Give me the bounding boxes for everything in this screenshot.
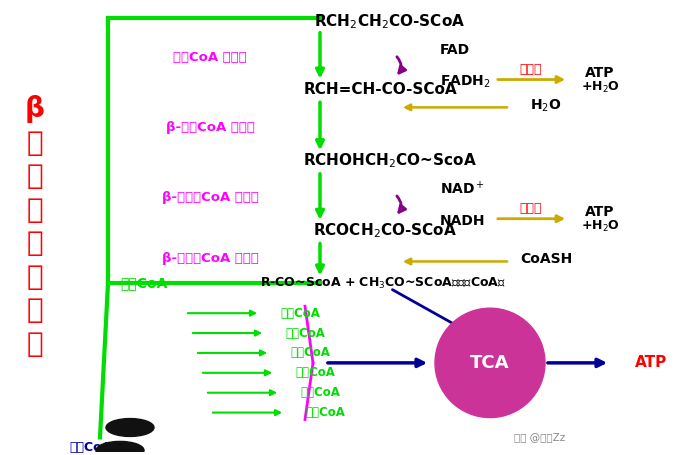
Text: 乙酰CoA: 乙酰CoA <box>305 406 345 419</box>
Text: RCH=CH-CO-SCoA: RCH=CH-CO-SCoA <box>303 82 457 97</box>
Text: +H$_2$O: +H$_2$O <box>580 80 620 95</box>
Text: +H$_2$O: +H$_2$O <box>580 219 620 234</box>
Text: β-羟脂酰CoA 脱氢酶: β-羟脂酰CoA 脱氢酶 <box>161 192 258 204</box>
Text: CoASH: CoASH <box>520 253 572 267</box>
Text: ATP: ATP <box>585 66 615 80</box>
Text: ATP: ATP <box>585 205 615 219</box>
Text: 呼吸链: 呼吸链 <box>520 63 542 76</box>
Text: NADH: NADH <box>440 214 485 228</box>
Text: H$_2$O: H$_2$O <box>530 97 561 114</box>
Text: 知乎 @知竹Zz: 知乎 @知竹Zz <box>515 432 565 442</box>
Text: RCH$_2$CH$_2$CO-SCoA: RCH$_2$CH$_2$CO-SCoA <box>315 13 466 31</box>
Text: β-烯酰CoA 水化酶: β-烯酰CoA 水化酶 <box>165 121 254 134</box>
Text: 脂酰CoA: 脂酰CoA <box>120 276 167 290</box>
Text: FAD: FAD <box>440 43 470 57</box>
Text: TCA: TCA <box>471 354 510 372</box>
Text: 乙酰CoA: 乙酰CoA <box>290 346 330 359</box>
Text: β-酮酰酰CoA 硫解酶: β-酮酰酰CoA 硫解酶 <box>161 252 258 265</box>
Text: RCHOHCH$_2$CO~ScoA: RCHOHCH$_2$CO~ScoA <box>303 152 477 171</box>
Text: β
氧
化
的
生
化
历
程: β 氧 化 的 生 化 历 程 <box>25 96 45 358</box>
Text: R-CO~ScoA + CH$_3$CO~SCoA（乙酰CoA）: R-CO~ScoA + CH$_3$CO~SCoA（乙酰CoA） <box>260 276 506 291</box>
Text: 脂酰CoA 脱氢酶: 脂酰CoA 脱氢酶 <box>173 51 247 64</box>
Text: 乙酰CoA: 乙酰CoA <box>295 366 335 379</box>
Ellipse shape <box>96 441 144 455</box>
Text: 乙酰CoA: 乙酰CoA <box>69 441 111 454</box>
Text: 乙酰CoA: 乙酰CoA <box>285 327 325 339</box>
Text: ATP: ATP <box>635 355 667 370</box>
Text: 乙酰CoA: 乙酰CoA <box>280 307 320 320</box>
Text: 乙酰CoA: 乙酰CoA <box>300 386 340 399</box>
Text: 呼吸链: 呼吸链 <box>520 202 542 215</box>
Text: RCOCH$_2$CO-SCoA: RCOCH$_2$CO-SCoA <box>313 221 457 240</box>
Ellipse shape <box>435 308 545 418</box>
Ellipse shape <box>106 419 154 436</box>
Text: FADH$_2$: FADH$_2$ <box>440 73 491 90</box>
Text: NAD$^+$: NAD$^+$ <box>440 180 485 197</box>
